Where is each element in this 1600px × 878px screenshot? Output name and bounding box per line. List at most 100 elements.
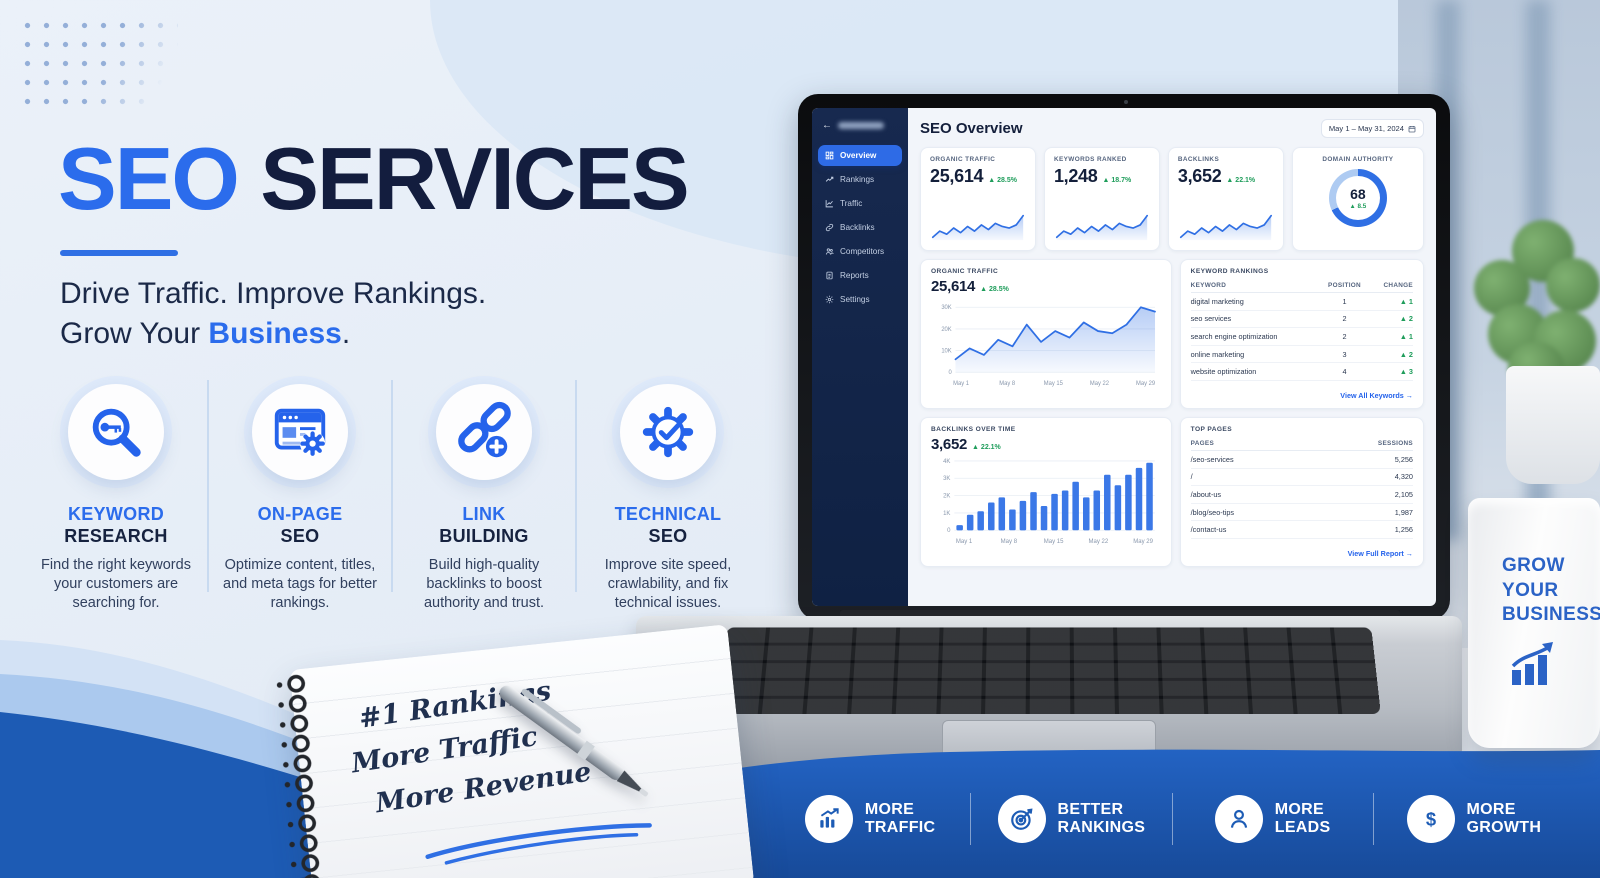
search-key-icon bbox=[68, 384, 164, 480]
svg-text:May 15: May 15 bbox=[1044, 538, 1064, 545]
middle-panels: ORGANIC TRAFFIC 25,614 ▲ 28.5% 0 10K 20K 30K… bbox=[920, 259, 1424, 409]
dashboard: ← Overview Rankings Traffic Backl bbox=[812, 108, 1436, 606]
table-row[interactable]: online marketing 3 ▲ 2 bbox=[1190, 345, 1413, 364]
top-pages-panel[interactable]: TOP PAGES PAGES SESSIONS /seo-services 5,… bbox=[1179, 417, 1424, 567]
table-row[interactable]: digital marketing 1 ▲ 1 bbox=[1190, 292, 1413, 311]
settings-icon bbox=[825, 295, 834, 304]
stat-cards-row: ORGANIC TRAFFIC 25,614 ▲ 28.5% KEYWORDS R… bbox=[920, 147, 1424, 251]
backlinks-icon bbox=[825, 223, 834, 232]
svg-text:May 8: May 8 bbox=[1001, 538, 1018, 545]
back-arrow-icon[interactable]: ← bbox=[822, 120, 832, 131]
calendar-icon bbox=[1408, 125, 1416, 132]
webcam-dot bbox=[1124, 100, 1128, 104]
table-row[interactable]: /4,320 bbox=[1190, 468, 1413, 487]
svg-text:0: 0 bbox=[947, 527, 951, 534]
title-primary: SEO bbox=[58, 129, 240, 228]
traffic-chart-icon bbox=[804, 795, 853, 843]
title-secondary: SERVICES bbox=[260, 129, 689, 228]
domain-authority-donut: 68 ▲ 8.5 bbox=[1328, 169, 1387, 227]
sidebar-logo: ← bbox=[822, 120, 900, 131]
dollar-icon: $ bbox=[1406, 795, 1455, 843]
leads-person-icon bbox=[1214, 795, 1263, 843]
stat-card-organic-traffic[interactable]: ORGANIC TRAFFIC 25,614 ▲ 28.5% bbox=[920, 147, 1036, 251]
sidebar-item-backlinks[interactable]: Backlinks bbox=[818, 217, 902, 238]
benefit-more-growth: $ MORE GROWTH bbox=[1374, 795, 1574, 843]
svg-text:May 22: May 22 bbox=[1090, 381, 1110, 387]
table-row[interactable]: /blog/seo-tips 1,987 bbox=[1190, 503, 1413, 522]
stat-card-domain-authority[interactable]: DOMAIN AUTHORITY 68 ▲ 8.5 bbox=[1291, 147, 1424, 251]
svg-text:10K: 10K bbox=[941, 348, 951, 354]
service-description: Find the right keywords your customers a… bbox=[41, 557, 191, 611]
table-row[interactable]: seo services 2 ▲ 2 bbox=[1190, 310, 1413, 329]
svg-text:20K: 20K bbox=[941, 327, 951, 333]
dashboard-main: SEO Overview May 1 – May 31, 2024 ORGANI… bbox=[908, 108, 1436, 606]
link-plus-icon bbox=[436, 384, 532, 480]
reports-icon bbox=[826, 271, 833, 280]
laptop-screen: ← Overview Rankings Traffic Backl bbox=[798, 94, 1450, 620]
svg-text:May 29: May 29 bbox=[1136, 381, 1156, 387]
tagline-line1: Drive Traffic. Improve Rankings. bbox=[60, 277, 487, 310]
dashboard-sidebar: ← Overview Rankings Traffic Backl bbox=[812, 108, 908, 606]
table-row[interactable]: /about-us 2,105 bbox=[1190, 485, 1413, 504]
service-title: ON-PAGE bbox=[257, 504, 343, 524]
table-row[interactable]: /seo-services 5,256 bbox=[1190, 450, 1413, 469]
divider bbox=[391, 380, 393, 592]
overview-icon bbox=[825, 151, 834, 160]
date-range-picker[interactable]: May 1 – May 31, 2024 bbox=[1320, 119, 1424, 138]
benefit-better-rankings: BETTER RANKINGS bbox=[971, 795, 1171, 843]
table-row[interactable]: website optimization 4 ▲ 3 bbox=[1190, 362, 1413, 381]
sidebar-item-settings[interactable]: Settings bbox=[818, 289, 902, 310]
traffic-icon bbox=[825, 200, 833, 208]
backlinks-over-time-panel[interactable]: BACKLINKS OVER TIME 3,652 ▲ 22.1% 0 1K 2K 3K… bbox=[920, 417, 1172, 567]
sidebar-item-competitors[interactable]: Competitors bbox=[818, 241, 902, 262]
sidebar-item-rankings[interactable]: Rankings bbox=[818, 169, 902, 190]
sparkline-chart bbox=[1055, 214, 1148, 241]
backlinks-bar-chart: 0 1K 2K 3K 4K May 1 May 8 May 15 May 22 May 29 bbox=[943, 458, 1155, 545]
svg-text:30K: 30K bbox=[941, 305, 951, 311]
stat-card-keywords-ranked[interactable]: KEYWORDS RANKED 1,248 ▲ 18.7% bbox=[1043, 147, 1160, 251]
svg-text:May 15: May 15 bbox=[1044, 381, 1064, 387]
benefit-more-leads: MORE LEADS bbox=[1173, 795, 1373, 843]
svg-text:2K: 2K bbox=[943, 493, 950, 500]
competitors-icon bbox=[825, 248, 834, 255]
svg-text:3K: 3K bbox=[943, 475, 950, 482]
keyword-rankings-table: KEYWORD POSITION CHANGE digital marketin… bbox=[1190, 279, 1413, 381]
sidebar-item-overview[interactable]: Overview bbox=[818, 145, 902, 166]
view-all-keywords-link[interactable]: View All Keywords → bbox=[1340, 391, 1413, 400]
svg-text:$: $ bbox=[1425, 809, 1435, 830]
tagline-highlight: Business bbox=[208, 316, 342, 350]
rankings-icon bbox=[825, 176, 834, 182]
sidebar-item-traffic[interactable]: Traffic bbox=[818, 193, 902, 214]
dashboard-title: SEO Overview bbox=[920, 120, 1023, 137]
top-pages-table: PAGES SESSIONS /seo-services 5,256 /4,320… bbox=[1190, 437, 1413, 539]
organic-traffic-panel[interactable]: ORGANIC TRAFFIC 25,614 ▲ 28.5% 0 10K 20K 30K… bbox=[920, 259, 1172, 409]
services-row: KEYWORD RESEARCH Find the right keywords … bbox=[24, 376, 760, 613]
service-title: LINK bbox=[462, 504, 506, 524]
svg-text:May 22: May 22 bbox=[1088, 538, 1108, 545]
growth-chart-icon bbox=[1511, 642, 1553, 686]
sparkline-chart bbox=[1179, 214, 1272, 241]
target-icon bbox=[997, 795, 1046, 843]
svg-text:1K: 1K bbox=[943, 510, 950, 517]
benefit-more-traffic: MORE TRAFFIC bbox=[770, 795, 970, 843]
laptop-hinge bbox=[840, 610, 1400, 620]
divider bbox=[575, 380, 577, 592]
svg-text:May 8: May 8 bbox=[999, 381, 1016, 387]
page-title: SEO SERVICES bbox=[58, 128, 690, 230]
bottom-panels: BACKLINKS OVER TIME 3,652 ▲ 22.1% 0 1K 2K 3K… bbox=[920, 417, 1424, 567]
plant-pot bbox=[1506, 366, 1600, 484]
view-full-report-link[interactable]: View Full Report → bbox=[1347, 549, 1413, 558]
svg-text:May 29: May 29 bbox=[1133, 538, 1153, 545]
sidebar-item-reports[interactable]: Reports bbox=[818, 265, 902, 286]
gear-check-icon bbox=[620, 384, 716, 480]
table-row[interactable]: search engine optimization 2 ▲ 1 bbox=[1190, 327, 1413, 346]
table-row[interactable]: /contact-us 1,256 bbox=[1190, 520, 1413, 539]
keyword-rankings-panel[interactable]: KEYWORD RANKINGS KEYWORD POSITION CHANGE… bbox=[1179, 259, 1424, 409]
dot-grid-decoration bbox=[18, 16, 178, 116]
title-underline bbox=[60, 250, 178, 256]
laptop-base bbox=[636, 616, 1462, 768]
svg-text:May 1: May 1 bbox=[953, 381, 970, 387]
service-title: KEYWORD bbox=[67, 504, 165, 524]
tagline-line2: Grow Your Business. bbox=[60, 316, 351, 350]
stat-card-backlinks[interactable]: BACKLINKS 3,652 ▲ 22.1% bbox=[1167, 147, 1284, 251]
